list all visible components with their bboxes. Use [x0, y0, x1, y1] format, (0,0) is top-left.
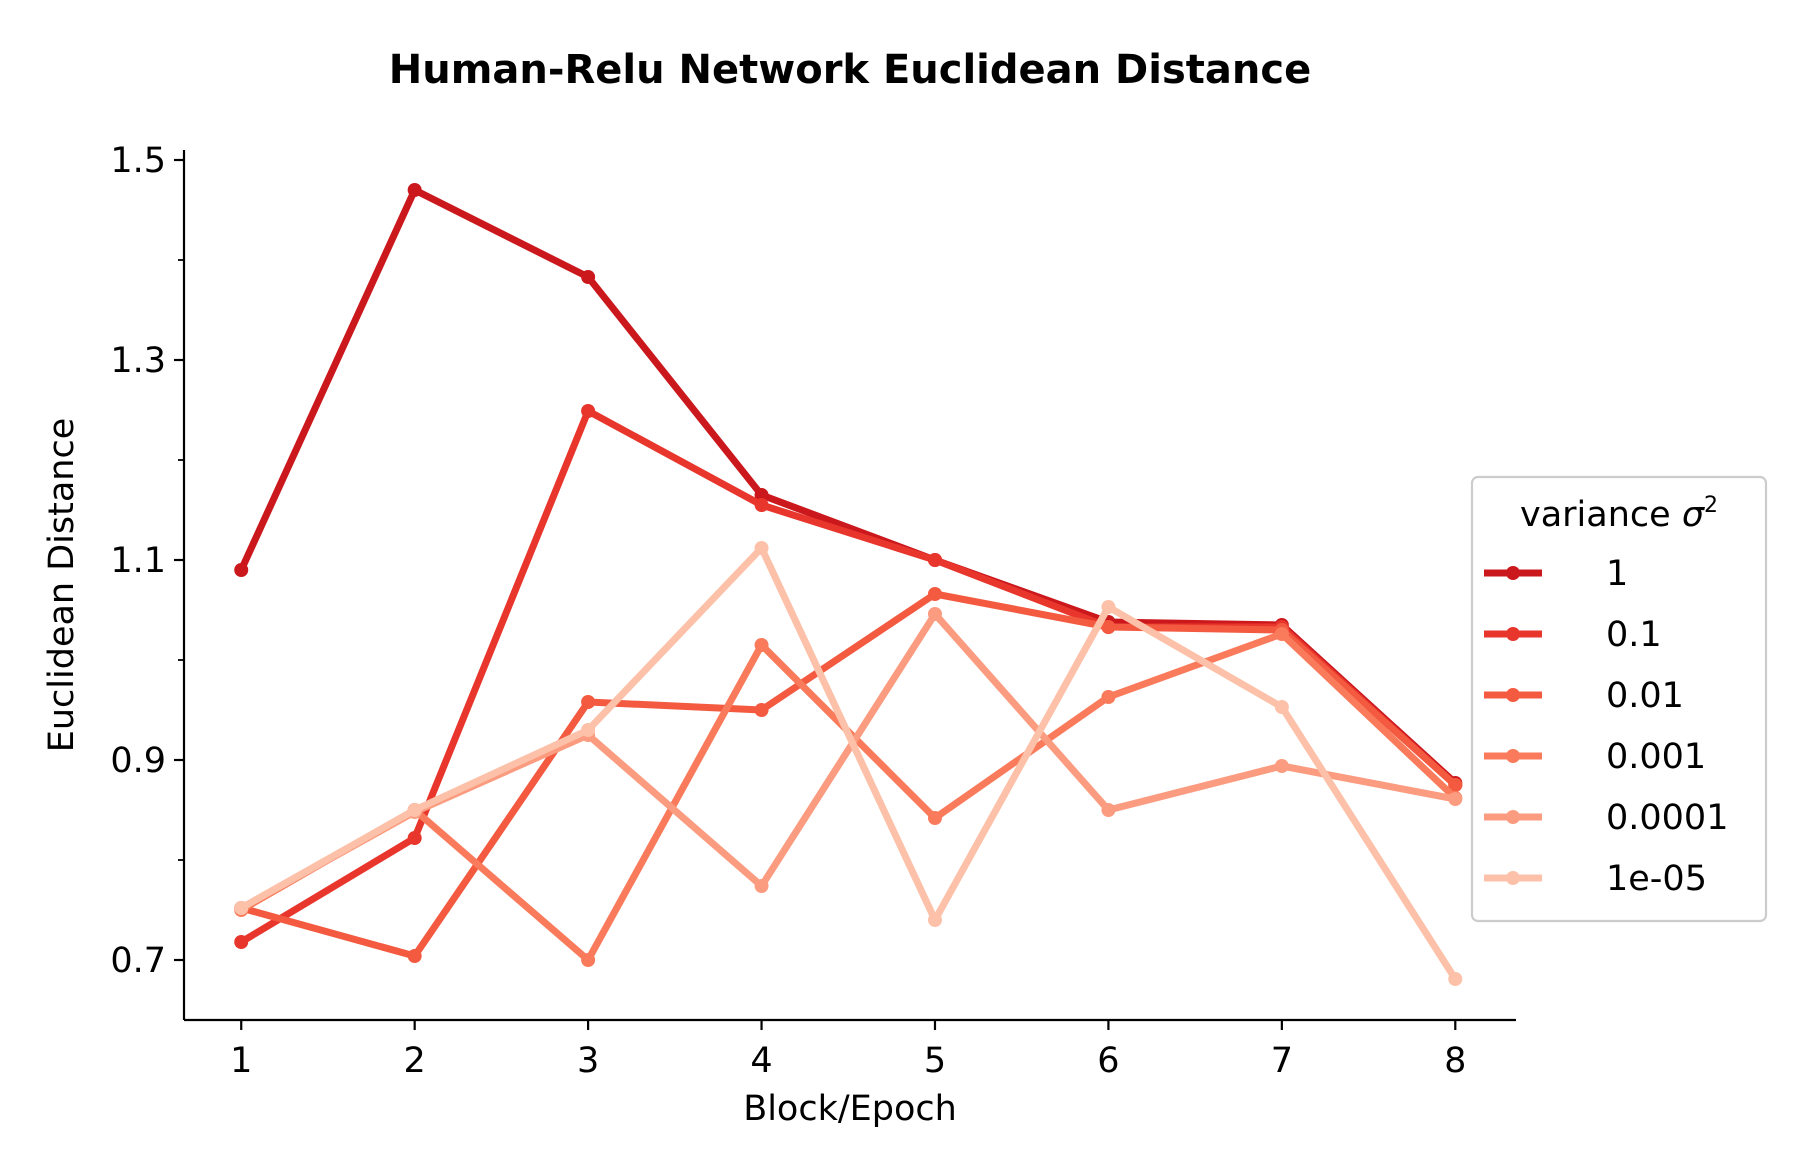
series-0.1: [234, 404, 1463, 949]
series-line: [237, 544, 1459, 983]
data-point: [234, 901, 249, 915]
legend-title-text: variance: [1520, 495, 1682, 535]
legend-label: 0.01: [1606, 676, 1684, 716]
series-line: [237, 610, 1459, 912]
data-point: [1101, 620, 1116, 634]
data-point: [754, 498, 769, 512]
data-point: [754, 541, 769, 555]
legend-title-superscript: 2: [1704, 493, 1718, 518]
y-tick-label: 0.9: [110, 741, 166, 781]
legend-swatch-marker: [1506, 871, 1520, 885]
x-axis-label: Block/Epoch: [743, 1089, 957, 1129]
legend-frame: [1470, 475, 1768, 923]
x-tick-label: 8: [1444, 1041, 1466, 1081]
data-point: [1274, 759, 1289, 773]
data-point: [581, 270, 596, 284]
data-point: [407, 949, 422, 963]
series-1: [234, 183, 1463, 790]
data-point: [754, 488, 769, 502]
data-point: [1274, 627, 1289, 641]
x-tick-label: 4: [750, 1041, 772, 1081]
x-tick-label: 3: [577, 1041, 599, 1081]
series-layer: [234, 183, 1463, 986]
data-point: [754, 638, 769, 652]
y-tick-label: 1.5: [110, 141, 166, 181]
data-point: [927, 811, 942, 825]
legend-label: 1e-05: [1606, 859, 1707, 899]
legend-swatch-marker: [1506, 688, 1520, 702]
data-point: [1274, 700, 1289, 714]
data-point: [1448, 972, 1463, 986]
legend-item: 0.0001: [1484, 798, 1728, 838]
legend-title: variance σ2: [1520, 493, 1718, 535]
data-point: [927, 607, 942, 621]
data-point: [1448, 792, 1463, 806]
series-0.001: [234, 627, 1463, 967]
data-point: [234, 563, 249, 577]
legend-swatch-marker: [1506, 627, 1520, 641]
y-tick-label: 1.1: [110, 541, 166, 581]
data-point: [407, 831, 422, 845]
axes: [182, 150, 1516, 1022]
data-point: [1101, 803, 1116, 817]
data-point: [581, 723, 596, 737]
legend-label: 1: [1606, 554, 1628, 594]
series-line: [237, 590, 1459, 960]
data-point: [1448, 778, 1463, 792]
data-point: [754, 703, 769, 717]
legend-title-sigma: σ: [1682, 495, 1706, 535]
data-point: [581, 404, 596, 418]
data-point: [927, 913, 942, 927]
y-axis-label: Euclidean Distance: [42, 418, 82, 753]
series-1e-05: [234, 541, 1463, 986]
series-line: [237, 407, 1459, 946]
data-point: [754, 879, 769, 893]
y-ticks: 0.7 0.9 1.1 1.3 1.5: [110, 141, 184, 981]
legend-label: 0.1: [1606, 615, 1662, 655]
data-point: [407, 183, 422, 197]
data-point: [927, 553, 942, 567]
y-tick-label: 0.7: [110, 941, 166, 981]
data-point: [234, 935, 249, 949]
data-point: [927, 587, 942, 601]
legend-item: 1: [1484, 554, 1628, 594]
legend-label: 0.0001: [1606, 798, 1728, 838]
x-tick-label: 5: [924, 1041, 946, 1081]
legend-swatch-marker: [1506, 810, 1520, 824]
x-tick-label: 7: [1271, 1041, 1293, 1081]
legend-item: 0.001: [1484, 737, 1706, 777]
series-line: [237, 186, 1459, 787]
data-point: [407, 803, 422, 817]
legend-item: 0.01: [1484, 676, 1684, 716]
x-tick-label: 2: [404, 1041, 426, 1081]
y-tick-label: 1.3: [110, 341, 166, 381]
series-0.01: [234, 587, 1463, 963]
legend-items: 1 0.1 0.01 0.001 0.0001 1e-05: [1484, 554, 1728, 899]
data-point: [581, 695, 596, 709]
chart-title: Human-Relu Network Euclidean Distance: [389, 47, 1311, 93]
data-point: [1101, 600, 1116, 614]
data-point: [581, 953, 596, 967]
data-point: [1101, 690, 1116, 704]
legend-swatch-marker: [1506, 566, 1520, 580]
series-line: [237, 630, 1459, 964]
legend: variance σ2 1 0.1 0.01 0.001 0.0001 1e-05: [1470, 475, 1768, 923]
x-ticks: 1 2 3 4 5 6 7 8: [230, 1020, 1466, 1081]
legend-swatch-marker: [1506, 749, 1520, 763]
x-tick-label: 1: [230, 1041, 252, 1081]
legend-label: 0.001: [1606, 737, 1706, 777]
x-tick-label: 6: [1097, 1041, 1119, 1081]
legend-item: 0.1: [1484, 615, 1662, 655]
legend-item: 1e-05: [1484, 859, 1707, 899]
